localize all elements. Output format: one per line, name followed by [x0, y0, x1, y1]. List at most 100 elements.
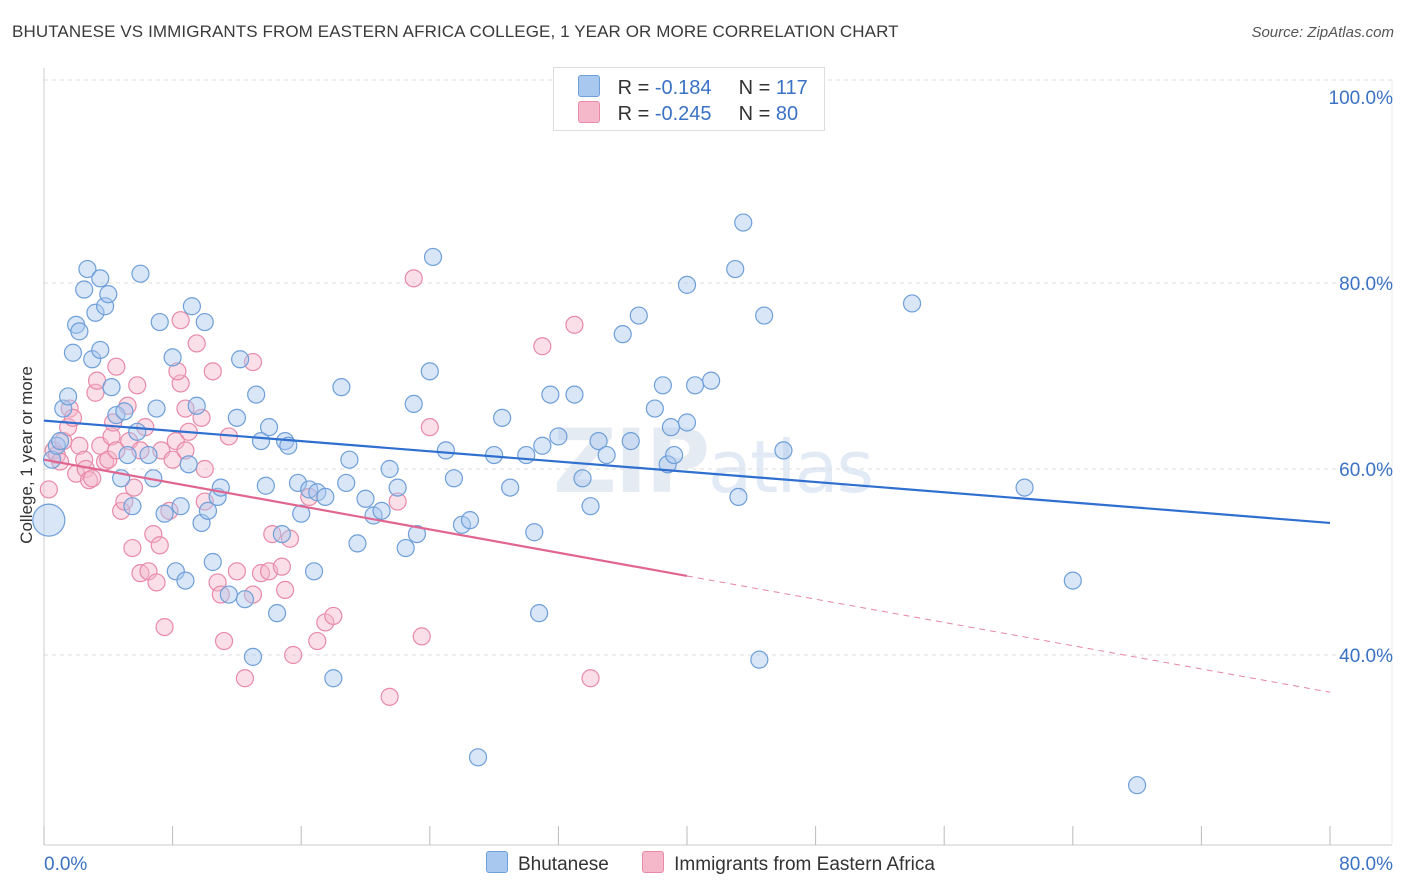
- data-point-eastern-africa: [176, 441, 195, 460]
- data-point-bhutanese: [203, 552, 222, 572]
- data-point-eastern-africa: [168, 362, 187, 381]
- data-point-eastern-africa: [284, 645, 303, 665]
- legend-r-label: R =: [617, 77, 655, 99]
- data-point-bhutanese: [267, 604, 287, 623]
- data-point-bhutanese: [589, 432, 608, 451]
- legend-n-label: N =: [738, 103, 776, 125]
- trend-line-bhutanese: [43, 419, 1331, 525]
- data-point-bhutanese: [734, 213, 753, 232]
- data-point-eastern-africa: [272, 557, 292, 576]
- data-point-eastern-africa: [160, 501, 179, 520]
- data-point-bhutanese: [423, 247, 443, 267]
- data-point-eastern-africa: [102, 427, 121, 446]
- trend-line-eastern-africa-extrapolated: [686, 575, 1331, 693]
- legend-swatch-bhutanese: [486, 851, 508, 873]
- data-point-bhutanese: [316, 487, 335, 506]
- data-point-bhutanese: [123, 497, 142, 516]
- data-point-bhutanese: [685, 376, 705, 395]
- data-point-eastern-africa: [83, 469, 102, 488]
- data-point-bhutanese: [195, 312, 214, 332]
- data-point-bhutanese: [396, 538, 415, 558]
- data-point-bhutanese: [645, 399, 664, 418]
- data-point-eastern-africa: [107, 357, 126, 376]
- data-point-eastern-africa: [123, 538, 142, 558]
- data-point-eastern-africa: [155, 617, 174, 637]
- data-point-bhutanese: [661, 418, 681, 437]
- data-point-bhutanese: [581, 497, 600, 516]
- legend-r-value: -0.245: [654, 103, 712, 125]
- data-point-bhutanese: [288, 473, 308, 493]
- data-point-eastern-africa: [39, 480, 58, 499]
- data-point-bhutanese: [517, 445, 536, 465]
- data-point-bhutanese: [256, 476, 275, 495]
- data-point-bhutanese: [150, 312, 169, 332]
- data-point-bhutanese: [91, 340, 110, 360]
- tick-labels: 40.0% 60.0% 80.0% 100.0% 0.0% 80.0%: [44, 88, 1393, 875]
- data-point-bhutanese: [726, 259, 745, 279]
- legend-swatch-eastern-africa: [578, 101, 600, 123]
- legend-swatch-bhutanese: [578, 75, 600, 97]
- data-point-bhutanese: [530, 604, 549, 623]
- series-legend: Bhutanese Immigrants from Eastern Africa: [486, 851, 963, 876]
- data-point-bhutanese: [176, 571, 195, 590]
- data-point-eastern-africa: [203, 362, 222, 381]
- data-point-eastern-africa: [235, 669, 255, 688]
- data-point-bhutanese: [259, 418, 279, 437]
- data-point-bhutanese: [75, 280, 94, 299]
- data-point-eastern-africa: [263, 524, 282, 544]
- data-point-eastern-africa: [308, 631, 327, 651]
- data-point-bhutanese: [54, 399, 73, 418]
- data-point-bhutanese: [380, 459, 399, 479]
- y-tick-label: 40.0%: [1339, 646, 1393, 667]
- data-point-bhutanese: [436, 441, 455, 460]
- legend-swatch-eastern-africa: [642, 851, 665, 873]
- legend-n-label: N =: [738, 77, 776, 99]
- data-point-bhutanese: [70, 322, 89, 341]
- data-point-bhutanese: [774, 441, 793, 460]
- legend-r-label: R =: [617, 103, 655, 125]
- data-point-bhutanese: [549, 427, 568, 446]
- data-point-bhutanese: [348, 534, 367, 553]
- correlation-legend: R = -0.184 N = 117 R = -0.245 N = 80: [553, 67, 825, 131]
- data-point-bhutanese: [32, 503, 66, 537]
- y-tick-label: 60.0%: [1339, 460, 1393, 481]
- data-point-eastern-africa: [276, 580, 295, 600]
- trend-lines: [43, 419, 1331, 693]
- data-point-bhutanese: [235, 590, 255, 609]
- data-point-bhutanese: [102, 378, 121, 397]
- data-point-bhutanese: [118, 445, 137, 465]
- data-point-bhutanese: [420, 362, 439, 381]
- data-point-bhutanese: [324, 669, 343, 688]
- data-point-eastern-africa: [144, 524, 163, 544]
- data-point-bhutanese: [493, 408, 512, 427]
- data-point-bhutanese: [340, 450, 359, 469]
- data-point-eastern-africa: [150, 536, 169, 555]
- data-point-bhutanese: [1127, 776, 1147, 795]
- data-point-bhutanese: [147, 399, 166, 418]
- data-point-bhutanese: [187, 396, 206, 415]
- data-point-bhutanese: [621, 432, 640, 451]
- y-tick-label: 80.0%: [1339, 274, 1393, 295]
- legend-r-value: -0.184: [654, 77, 712, 99]
- data-point-eastern-africa: [166, 432, 185, 451]
- watermark: ZIPatlas: [553, 410, 874, 513]
- data-point-bhutanese: [219, 585, 238, 604]
- data-point-eastern-africa: [404, 269, 423, 288]
- data-point-bhutanese: [166, 562, 185, 581]
- watermark-bold: ZIP: [553, 410, 710, 513]
- data-point-bhutanese: [42, 450, 62, 469]
- data-point-bhutanese: [541, 385, 560, 404]
- data-point-eastern-africa: [128, 376, 147, 395]
- data-point-bhutanese: [198, 501, 218, 520]
- data-point-bhutanese: [444, 469, 464, 488]
- data-point-bhutanese: [171, 497, 190, 516]
- y-tick-label: 100.0%: [1329, 88, 1394, 109]
- chart-title: BHUTANESE VS IMMIGRANTS FROM EASTERN AFR…: [12, 22, 899, 41]
- data-point-bhutanese: [501, 478, 520, 497]
- data-point-bhutanese: [272, 524, 292, 544]
- data-point-bhutanese: [1063, 571, 1082, 590]
- data-point-bhutanese: [115, 402, 134, 421]
- legend-item-bhutanese: Bhutanese: [486, 851, 609, 876]
- data-point-bhutanese: [653, 376, 672, 395]
- data-point-eastern-africa: [380, 687, 399, 706]
